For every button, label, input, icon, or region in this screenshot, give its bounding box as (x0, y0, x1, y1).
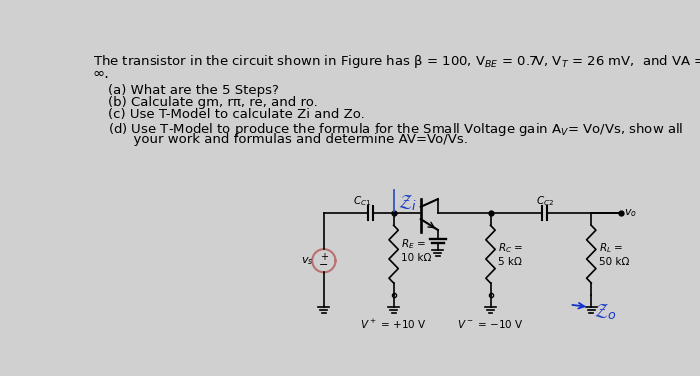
Text: $R_E$ =
10 kΩ: $R_E$ = 10 kΩ (401, 238, 432, 263)
Text: (a) What are the 5 Steps?: (a) What are the 5 Steps? (108, 83, 279, 97)
Text: ∞.: ∞. (93, 66, 110, 81)
Text: (d) Use T-Model to produce the formula for the Small Voltage gain A$_{V}$= Vo/Vs: (d) Use T-Model to produce the formula f… (108, 121, 683, 138)
Text: −: − (319, 260, 328, 270)
Text: $V^+$ = +10 V: $V^+$ = +10 V (360, 318, 427, 331)
Text: (b) Calculate gm, rπ, re, and ro.: (b) Calculate gm, rπ, re, and ro. (108, 96, 317, 109)
Text: +: + (320, 252, 328, 262)
Text: $\mathcal{Z}_i$: $\mathcal{Z}_i$ (398, 193, 416, 212)
Text: $V^-$ = −10 V: $V^-$ = −10 V (457, 318, 524, 330)
Text: $R_L$ =
50 kΩ: $R_L$ = 50 kΩ (599, 241, 629, 267)
Text: $R_C$ =
5 kΩ: $R_C$ = 5 kΩ (498, 241, 524, 267)
Text: your work and formulas and determine AV=Vo/Vs.: your work and formulas and determine AV=… (108, 133, 468, 146)
Text: (c) Use T-Model to calculate Zi and Zo.: (c) Use T-Model to calculate Zi and Zo. (108, 108, 365, 121)
Text: $v_o$: $v_o$ (624, 207, 637, 219)
Text: $\mathcal{Z}_o$: $\mathcal{Z}_o$ (594, 302, 617, 320)
Text: $C_{C1}$: $C_{C1}$ (354, 194, 372, 208)
Text: $C_{C2}$: $C_{C2}$ (536, 194, 554, 208)
Text: $v_s$: $v_s$ (302, 255, 314, 267)
Text: The transistor in the circuit shown in Figure has β = 100, V$_{BE}$ = 0.7V, V$_{: The transistor in the circuit shown in F… (93, 53, 700, 70)
